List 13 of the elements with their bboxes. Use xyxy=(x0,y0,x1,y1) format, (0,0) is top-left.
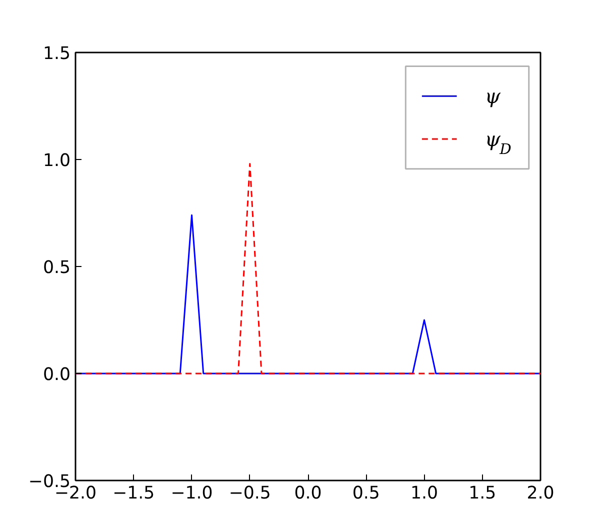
y-tick-label: 0.0 xyxy=(42,365,71,385)
legend-label: ψ xyxy=(484,84,501,108)
x-tick-label: 0.5 xyxy=(352,484,380,504)
x-tick-label: 2.0 xyxy=(526,484,554,504)
y-tick-label: 1.0 xyxy=(42,151,71,171)
y-tick-label: 0.5 xyxy=(42,258,71,278)
x-tick-label: −0.5 xyxy=(228,484,271,504)
x-tick-label: 1.0 xyxy=(410,484,438,504)
x-tick-label: 1.5 xyxy=(468,484,496,504)
x-tick-label: −1.0 xyxy=(170,484,213,504)
y-tick-label: 1.5 xyxy=(42,44,71,64)
x-tick-label: 0.0 xyxy=(294,484,322,504)
x-tick-label: −1.5 xyxy=(112,484,155,504)
